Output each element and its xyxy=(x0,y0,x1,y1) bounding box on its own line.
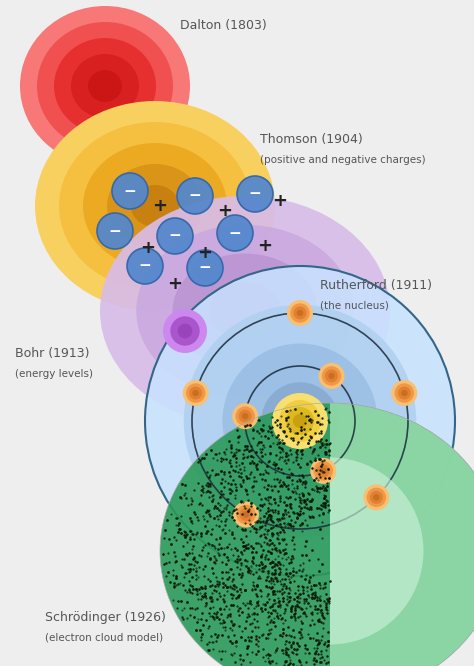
Text: −: − xyxy=(169,228,182,244)
Circle shape xyxy=(237,176,273,212)
Text: Rutherford (1911): Rutherford (1911) xyxy=(320,280,432,292)
Text: −: − xyxy=(249,186,261,202)
Text: Thomson (1904): Thomson (1904) xyxy=(260,133,363,147)
Ellipse shape xyxy=(261,382,339,460)
Circle shape xyxy=(401,390,408,396)
Circle shape xyxy=(293,306,307,320)
Ellipse shape xyxy=(54,38,156,134)
Ellipse shape xyxy=(100,196,390,426)
Circle shape xyxy=(279,400,321,442)
Text: +: + xyxy=(140,239,155,257)
Ellipse shape xyxy=(59,122,251,290)
Text: (the nucleus): (the nucleus) xyxy=(320,301,389,311)
Circle shape xyxy=(322,366,341,386)
Circle shape xyxy=(297,310,303,316)
Circle shape xyxy=(186,384,205,403)
Circle shape xyxy=(317,464,330,478)
Text: +: + xyxy=(218,202,233,220)
Circle shape xyxy=(157,218,193,254)
Ellipse shape xyxy=(88,70,122,102)
Circle shape xyxy=(394,384,414,403)
Text: −: − xyxy=(109,224,121,238)
Text: +: + xyxy=(198,244,212,262)
Circle shape xyxy=(328,373,335,379)
Text: (energy levels): (energy levels) xyxy=(15,369,93,379)
Circle shape xyxy=(325,370,338,382)
Circle shape xyxy=(242,413,248,420)
Text: −: − xyxy=(189,188,201,204)
Text: −: − xyxy=(199,260,211,276)
Text: Dalton (1803): Dalton (1803) xyxy=(180,19,267,33)
Ellipse shape xyxy=(145,266,455,576)
Text: −: − xyxy=(228,226,241,240)
Text: (electron cloud model): (electron cloud model) xyxy=(45,633,163,643)
Ellipse shape xyxy=(160,403,474,666)
Circle shape xyxy=(373,494,380,501)
Circle shape xyxy=(287,300,313,326)
Ellipse shape xyxy=(35,101,275,311)
Circle shape xyxy=(239,508,253,521)
Circle shape xyxy=(272,393,328,449)
Circle shape xyxy=(313,461,333,481)
Text: +: + xyxy=(153,197,167,215)
Circle shape xyxy=(97,213,133,249)
Text: Schrödinger (1926): Schrödinger (1926) xyxy=(45,611,166,625)
Ellipse shape xyxy=(136,224,354,397)
Circle shape xyxy=(233,501,259,527)
Wedge shape xyxy=(330,458,423,645)
Ellipse shape xyxy=(71,54,139,118)
Circle shape xyxy=(163,309,207,353)
Circle shape xyxy=(192,390,199,396)
Ellipse shape xyxy=(222,344,377,498)
Circle shape xyxy=(370,491,383,504)
Circle shape xyxy=(170,316,200,346)
Circle shape xyxy=(127,248,163,284)
Ellipse shape xyxy=(173,254,318,368)
Ellipse shape xyxy=(184,305,416,537)
Text: +: + xyxy=(257,237,273,255)
Ellipse shape xyxy=(131,185,179,227)
Circle shape xyxy=(293,414,307,428)
Ellipse shape xyxy=(107,164,203,248)
Circle shape xyxy=(310,458,336,484)
Circle shape xyxy=(320,468,327,474)
Circle shape xyxy=(243,511,249,517)
Text: Bohr (1913): Bohr (1913) xyxy=(15,348,90,360)
Circle shape xyxy=(182,380,209,406)
Circle shape xyxy=(236,406,255,426)
Circle shape xyxy=(366,488,386,507)
Circle shape xyxy=(290,303,310,323)
Text: +: + xyxy=(167,275,182,293)
Circle shape xyxy=(217,215,253,251)
Ellipse shape xyxy=(20,6,190,166)
Circle shape xyxy=(392,380,417,406)
Text: −: − xyxy=(138,258,151,274)
Circle shape xyxy=(239,410,252,423)
Circle shape xyxy=(178,324,192,338)
Ellipse shape xyxy=(209,282,281,340)
Circle shape xyxy=(286,407,314,435)
Circle shape xyxy=(319,363,345,389)
Circle shape xyxy=(187,250,223,286)
Wedge shape xyxy=(330,372,474,666)
Ellipse shape xyxy=(83,143,227,269)
Circle shape xyxy=(232,403,258,429)
Circle shape xyxy=(177,178,213,214)
Circle shape xyxy=(189,386,202,400)
Text: −: − xyxy=(124,184,137,198)
Circle shape xyxy=(236,505,256,524)
Text: +: + xyxy=(273,192,288,210)
Text: (positive and negative charges): (positive and negative charges) xyxy=(260,155,426,165)
Circle shape xyxy=(398,386,411,400)
Circle shape xyxy=(364,484,389,510)
Circle shape xyxy=(112,173,148,209)
Ellipse shape xyxy=(37,22,173,150)
